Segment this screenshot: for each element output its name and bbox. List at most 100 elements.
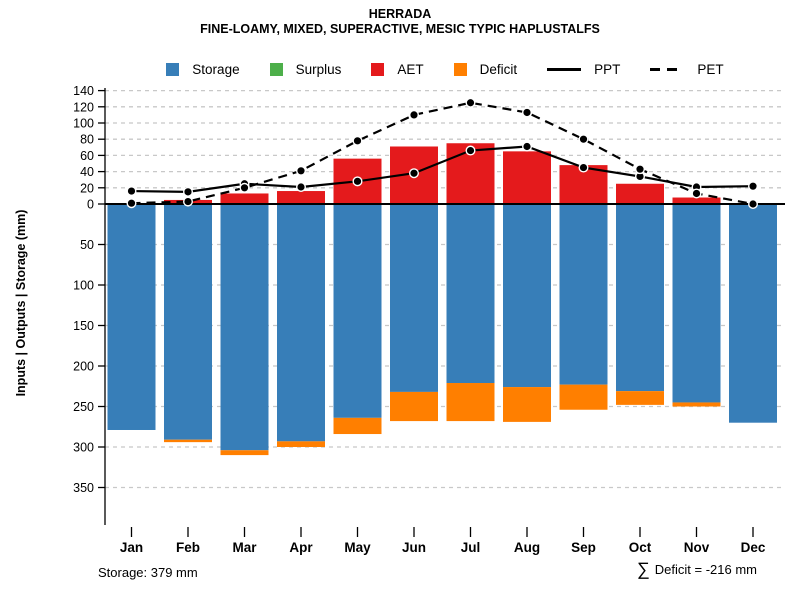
month-label: Aug (514, 540, 540, 555)
pet-point (635, 164, 646, 175)
deficit-bar (220, 450, 269, 456)
month-label: Dec (741, 540, 766, 555)
y-tick-label: 150 (73, 319, 94, 333)
month-label: Jun (402, 540, 426, 555)
y-tick-label: 250 (73, 400, 94, 414)
y-axis-title: Inputs | Outputs | Storage (mm) (14, 209, 28, 397)
legend-item-deficit: Deficit (453, 62, 518, 77)
storage-bar (503, 204, 551, 388)
legend-label: Surplus (295, 62, 342, 77)
ppt-point (352, 176, 363, 187)
legend-line-sample-ppt (547, 68, 582, 71)
y-tick-label: 50 (80, 238, 94, 252)
month-label: Mar (232, 540, 257, 555)
y-tick-label: 140 (73, 84, 94, 98)
ppt-point (578, 162, 589, 173)
legend-item-surplus: Surplus (269, 62, 342, 77)
y-tick-label: 100 (73, 117, 94, 131)
legend-swatch-aet (371, 63, 385, 76)
y-tick-label: 80 (80, 133, 94, 147)
legend: Storage Surplus AET Deficit PPT PET (100, 62, 790, 77)
legend-item-aet: AET (371, 62, 424, 77)
legend-item-pet: PET (650, 62, 724, 77)
y-tick-label: 100 (73, 279, 94, 293)
aet-bar (616, 183, 664, 204)
ppt-point (465, 145, 476, 156)
storage-note: Storage: 379 mm (98, 565, 198, 580)
y-tick-label: 350 (73, 481, 94, 495)
legend-label: Deficit (479, 62, 518, 77)
month-label: Oct (629, 540, 652, 555)
ppt-point (296, 181, 307, 192)
deficit-bar (333, 417, 382, 435)
pet-point (182, 196, 193, 207)
ppt-point (126, 186, 137, 197)
month-label: Sep (571, 540, 596, 555)
storage-bar (390, 204, 438, 392)
deficit-bar (277, 441, 325, 447)
legend-swatch-storage (166, 63, 180, 76)
ppt-point (409, 168, 420, 179)
y-tick-label: 60 (80, 149, 94, 163)
legend-item-storage: Storage (166, 62, 240, 77)
pet-point (296, 165, 307, 176)
y-tick-label: 120 (73, 100, 94, 114)
storage-bar (672, 204, 721, 403)
storage-bar (446, 204, 495, 384)
pet-point (522, 107, 533, 118)
storage-bar (729, 204, 777, 423)
chart-title: HERRADA (368, 7, 432, 21)
storage-bar (616, 204, 664, 392)
y-tick-label: 20 (80, 181, 94, 195)
month-label: Nov (684, 540, 710, 555)
month-label: May (344, 540, 371, 555)
month-label: Feb (176, 540, 200, 555)
y-tick-label: 200 (73, 360, 94, 374)
deficit-bar (559, 384, 608, 410)
deficit-bar (616, 391, 664, 405)
ppt-line (131, 145, 754, 193)
y-tick-label: 40 (80, 165, 94, 179)
sigma-icon: ∑ (636, 559, 650, 579)
storage-bar (164, 204, 212, 440)
pet-point (578, 134, 589, 145)
aet-bar (220, 193, 269, 204)
ppt-point (522, 141, 533, 152)
legend-label: Storage (192, 62, 240, 77)
aet-bar (277, 191, 325, 204)
deficit-bar (164, 439, 212, 443)
chart-subtitle: FINE-LOAMY, MIXED, SUPERACTIVE, MESIC TY… (200, 22, 600, 36)
pet-point (465, 97, 476, 108)
month-label: Jul (461, 540, 481, 555)
deficit-bar (672, 402, 721, 407)
y-tick-label: 300 (73, 441, 94, 455)
legend-swatch-deficit (453, 63, 467, 76)
deficit-sum-note: ∑ Deficit = -216 mm (637, 560, 757, 578)
legend-label: PPT (594, 62, 621, 77)
month-label: Apr (289, 540, 313, 555)
pet-point (409, 109, 420, 120)
aet-bar (672, 197, 721, 204)
legend-label: PET (697, 62, 724, 77)
pet-point (352, 135, 363, 146)
pet-point (126, 198, 137, 209)
legend-line-sample-pet (650, 68, 685, 71)
deficit-bar (446, 383, 495, 422)
pet-point (748, 198, 759, 209)
storage-bar (559, 204, 608, 385)
deficit-bar (503, 387, 551, 422)
pet-point (691, 188, 702, 199)
ppt-point (748, 181, 759, 192)
storage-bar (220, 204, 269, 451)
ppt-point (182, 186, 193, 197)
storage-bar (107, 204, 156, 430)
month-label: Jan (120, 540, 143, 555)
pet-point (239, 182, 250, 193)
y-tick-label: 0 (87, 198, 94, 212)
deficit-sum-text: Deficit = -216 mm (654, 561, 757, 577)
deficit-bar (390, 391, 438, 422)
legend-item-ppt: PPT (547, 62, 620, 77)
aet-bar (503, 151, 551, 204)
legend-label: AET (397, 62, 424, 77)
